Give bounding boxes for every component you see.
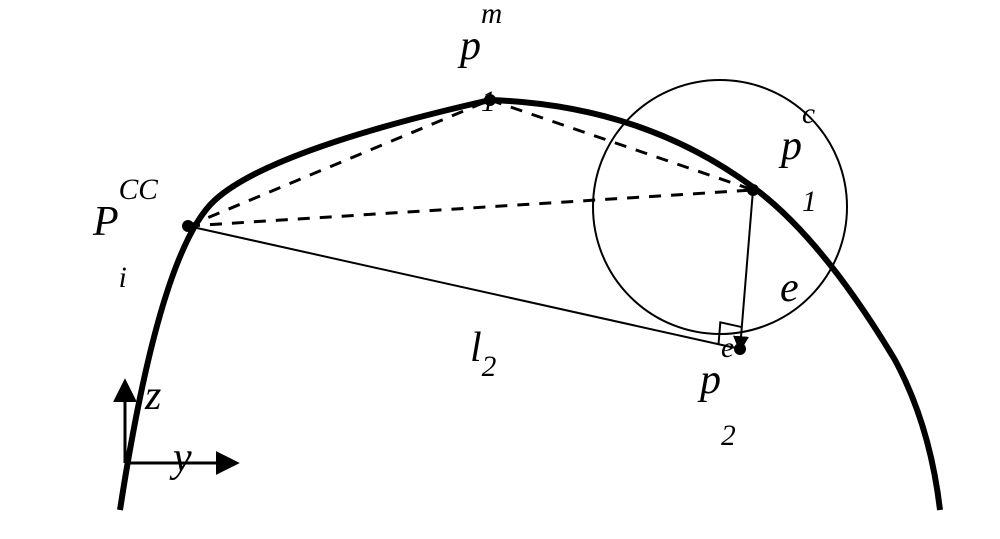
node-dot-p2e: [734, 343, 746, 355]
geometry-diagram: [0, 0, 1000, 539]
edge-PiCC-p2e: [188, 226, 740, 349]
edge-PiCC-p1c: [188, 190, 753, 226]
label-PiCC: PCCi: [93, 195, 158, 246]
label-p1c: pc1: [781, 119, 815, 170]
label-p2e: pe2: [700, 353, 734, 404]
edge-label-p1c-p2e: e: [780, 264, 799, 312]
edge-PiCC-p1m: [188, 100, 490, 226]
label-p1m: pm1: [460, 19, 502, 70]
axis-label-z: z: [145, 372, 161, 420]
edge-label-PiCC-p2e: l2: [470, 324, 496, 378]
main-curve: [120, 100, 940, 510]
edge-p1m-p1c: [490, 100, 753, 190]
node-dot-p1c: [747, 184, 759, 196]
edge-p1c-p2e: [740, 190, 753, 349]
axis-label-y: y: [173, 434, 192, 482]
node-dot-PiCC: [182, 220, 194, 232]
